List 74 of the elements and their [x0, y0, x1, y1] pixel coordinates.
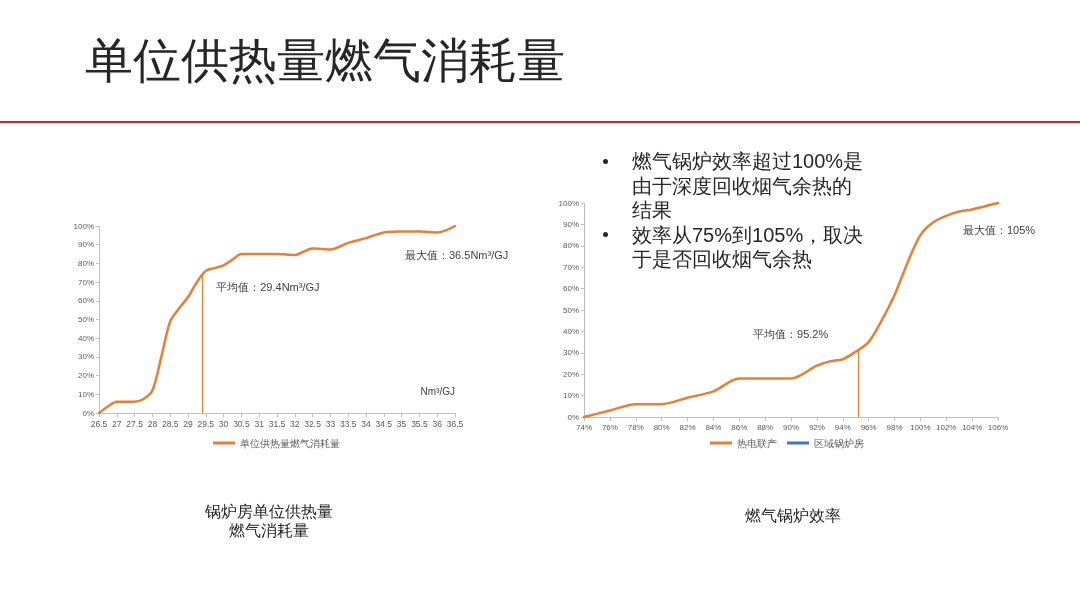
y-tick-label: 80% [562, 241, 579, 251]
x-tick-label: 30 [218, 418, 229, 429]
x-tick-label: 78% [627, 422, 644, 432]
x-tick-label: 27 [112, 418, 122, 429]
y-tick-label: 30% [562, 348, 579, 358]
x-tick-label: 86% [731, 422, 748, 432]
x-tick-label: 31.5 [268, 418, 286, 429]
x-tick-label: 102% [936, 422, 957, 432]
x-tick-label: 98% [886, 422, 903, 432]
x-tick-label: 36 [432, 418, 443, 429]
x-tick-label: 96% [860, 422, 877, 432]
x-tick-label: 29 [183, 418, 193, 429]
x-tick-label: 31 [254, 418, 265, 429]
y-tick-label: 50% [562, 305, 579, 315]
x-tick-label: 28.5 [161, 418, 179, 429]
annotation: 效率从75%到105%，取决于是否回收烟气余热 [632, 222, 864, 272]
x-tick-label: 29.5 [197, 418, 215, 429]
y-tick-label: 100% [558, 198, 579, 208]
x-tick-label: 100% [910, 422, 931, 432]
annotation: 燃气锅炉效率超过100%是由于深度回收烟气余热的结果 [632, 149, 864, 223]
legend-label: 单位供热量燃气消耗量 [240, 437, 340, 449]
y-tick-label: 10% [562, 391, 579, 401]
legend-label: 热电联产 [737, 437, 777, 449]
x-tick-label: 33 [325, 418, 336, 429]
y-tick-label: 90% [562, 219, 579, 229]
chart-title: 单位供热量燃气消耗量 [85, 33, 565, 89]
y-tick-label: 90% [77, 240, 94, 250]
ref-line-label: 平均值：95.2% [753, 327, 829, 340]
ref-line-label: 平均值：29.4Nm³/GJ [216, 281, 320, 294]
y-tick-label: 20% [77, 371, 94, 381]
y-tick-label: 100% [73, 221, 94, 231]
x-tick-label: 82% [679, 422, 696, 432]
y-tick-label: 0% [567, 412, 579, 422]
y-tick-label: 70% [562, 262, 579, 272]
x-tick-label: 76% [601, 422, 618, 432]
x-tick-label: 34 [361, 418, 371, 429]
x-tick-label: 92% [808, 422, 825, 432]
x-tick-label: 33.5 [339, 418, 357, 429]
x-tick-label: 104% [961, 422, 983, 432]
x-tick-label: 28 [147, 418, 158, 429]
x-tick-label: 106% [987, 422, 1009, 432]
y-tick-label: 70% [77, 277, 94, 287]
y-tick-label: 10% [77, 389, 94, 399]
x-tick-label: 35 [396, 418, 407, 429]
annotation: 最大值：36.5Nm³/GJ [405, 249, 509, 261]
y-tick-label: 40% [77, 333, 94, 343]
x-tick-label: 88% [757, 422, 774, 432]
text: 锅炉房单位供热量燃气消耗量 [204, 502, 334, 540]
x-axis-title: Nm³/GJ [420, 385, 455, 397]
x-tick-label: 32.5 [304, 418, 322, 429]
x-tick-label: 35.5 [411, 418, 428, 429]
y-tick-label: 20% [562, 369, 579, 379]
text: 燃气锅炉效率 [744, 506, 842, 525]
x-tick-label: 34.5 [375, 418, 393, 429]
annotation: 最大值：105% [963, 224, 1036, 236]
y-tick-label: 50% [77, 315, 94, 324]
line-series [582, 201, 1000, 419]
x-tick-label: 32 [290, 418, 300, 429]
y-tick-label: 30% [77, 352, 94, 362]
y-tick-label: 0% [82, 408, 94, 418]
y-tick-label: 60% [77, 296, 94, 306]
y-tick-label: 40% [562, 326, 579, 336]
x-tick-label: 80% [653, 422, 670, 432]
x-tick-label: 30.5 [233, 418, 250, 429]
x-tick-label: 74% [575, 422, 593, 432]
x-tick-label: 94% [834, 422, 851, 432]
x-tick-label: 84% [705, 422, 722, 432]
y-tick-label: 80% [77, 258, 94, 268]
legend-label: 区域锅炉房 [814, 437, 864, 449]
x-tick-label: 27.5 [126, 418, 144, 429]
x-tick-label: 36.5 [446, 418, 464, 429]
x-tick-label: 90% [782, 422, 800, 432]
y-tick-label: 60% [562, 284, 579, 294]
x-tick-label: 26.5 [90, 418, 108, 429]
